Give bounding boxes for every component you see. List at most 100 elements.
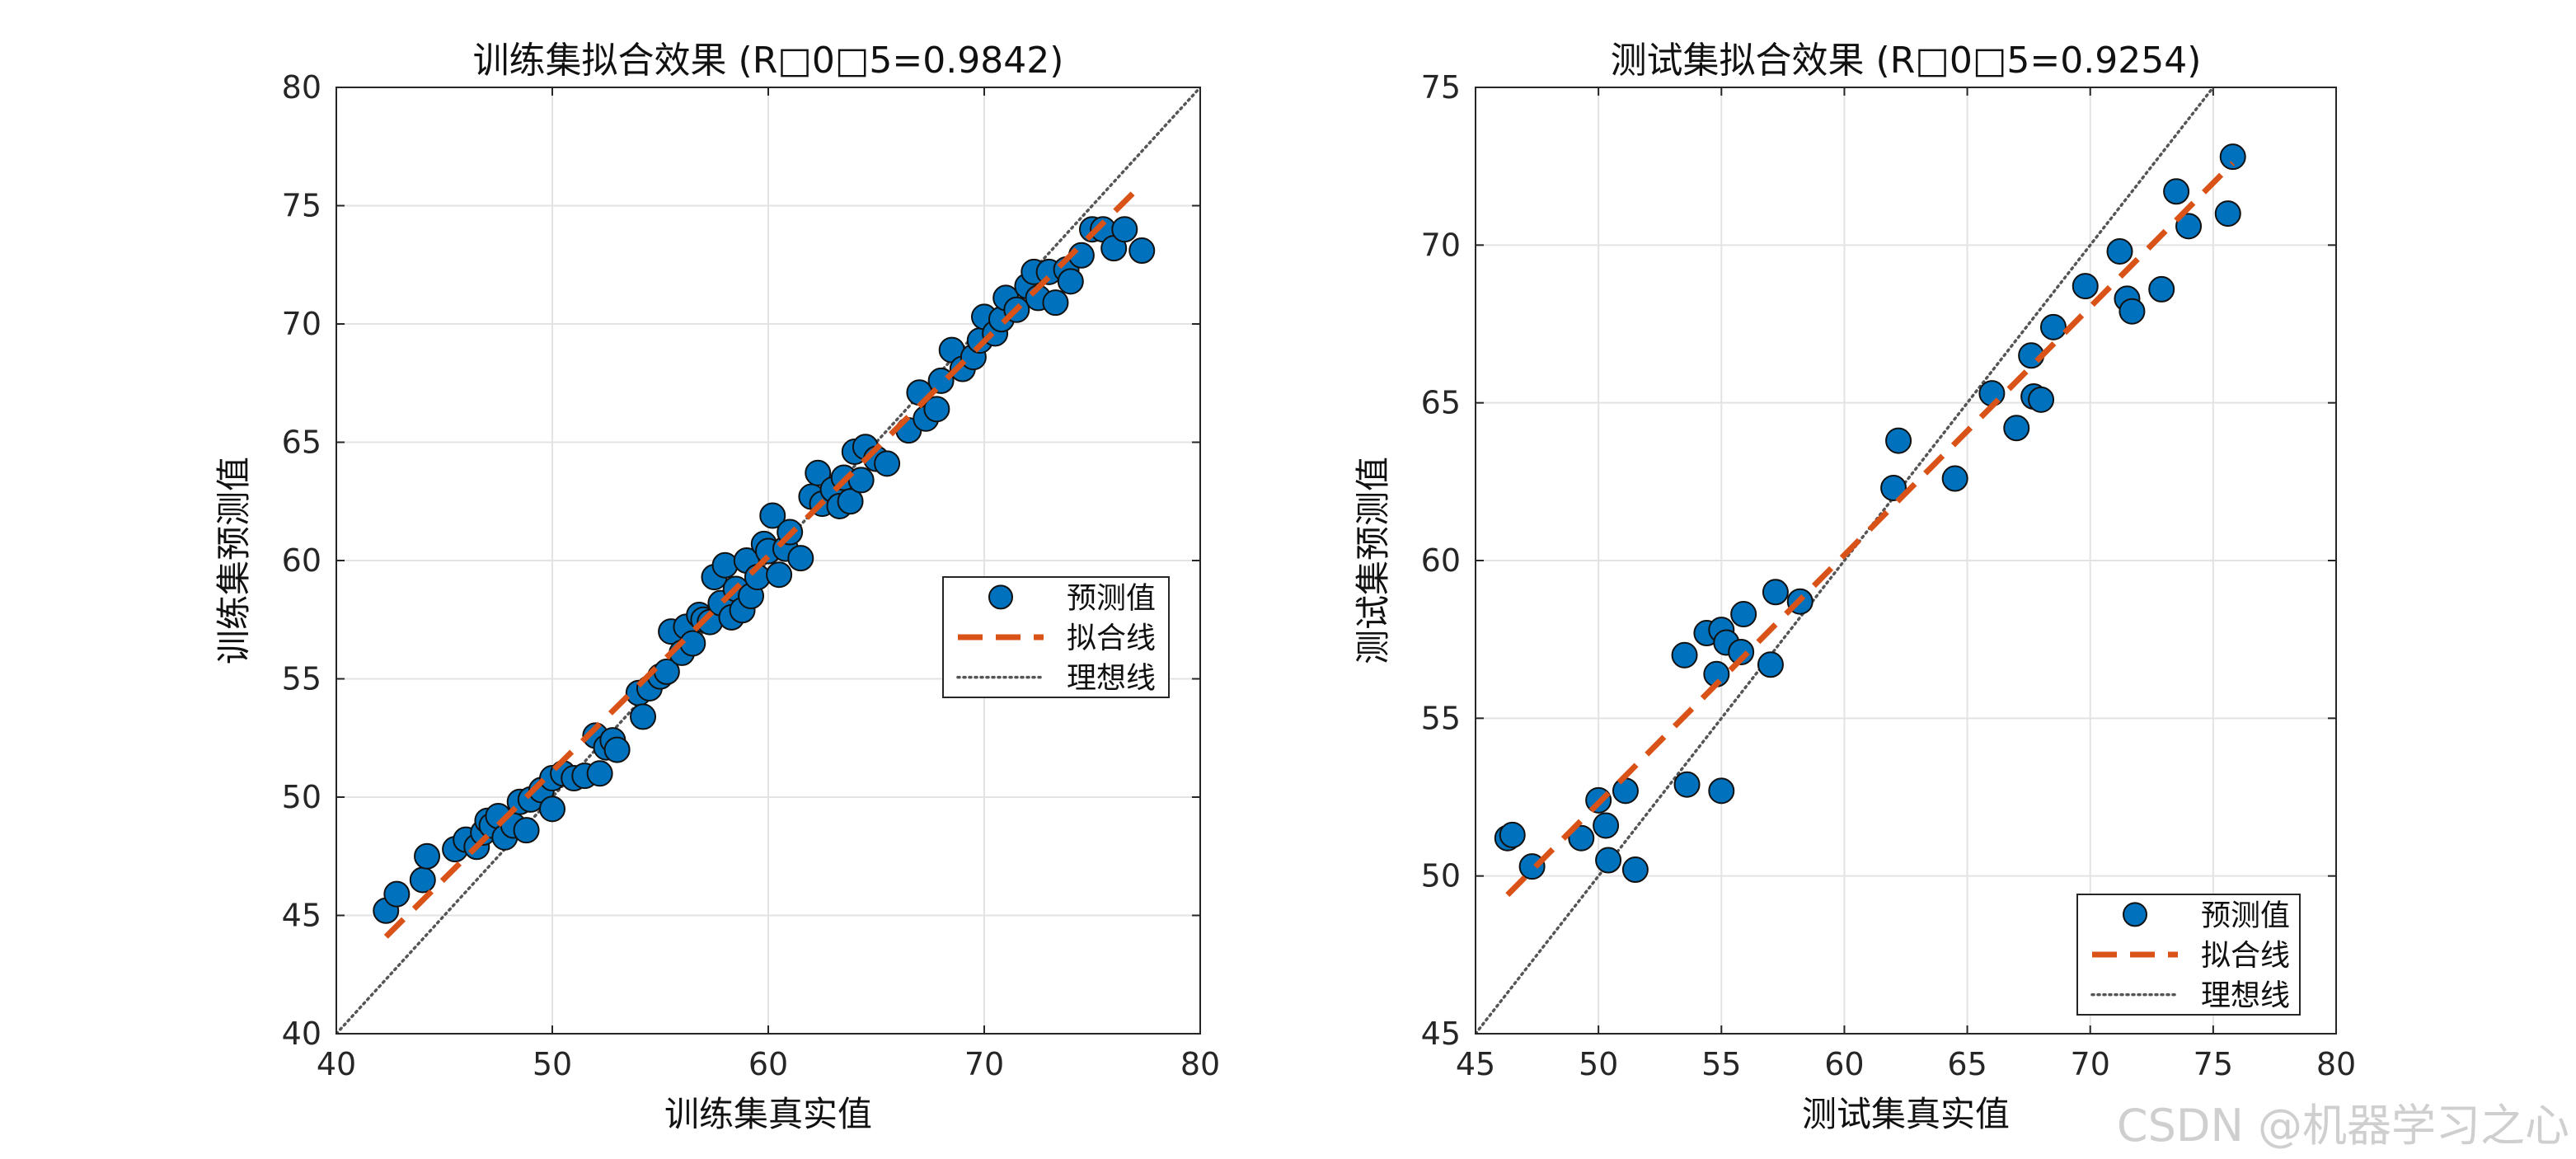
data-point xyxy=(1728,638,1755,665)
data-point xyxy=(847,467,875,494)
data-point xyxy=(923,396,950,423)
scatter-points xyxy=(1494,143,2246,884)
data-point xyxy=(1621,856,1649,884)
x-tick-label: 70 xyxy=(2071,1046,2110,1082)
chart-title: 测试集拟合效果 (R□0□5=0.9254) xyxy=(1611,40,2202,82)
legend-label: 预测值 xyxy=(1067,581,1156,615)
y-tick-label: 55 xyxy=(1421,700,1461,736)
data-point xyxy=(539,795,565,823)
x-tick-label: 60 xyxy=(1824,1046,1864,1082)
data-point xyxy=(586,760,613,787)
x-tick-label: 55 xyxy=(1701,1046,1741,1082)
y-tick-label: 45 xyxy=(1421,1016,1461,1052)
data-point xyxy=(1042,289,1069,317)
data-point xyxy=(2175,213,2203,240)
y-axis-label: 测试集预测值 xyxy=(1353,457,1393,664)
data-point xyxy=(603,736,631,763)
legend-label: 拟合线 xyxy=(1067,622,1156,655)
x-tick-label: 80 xyxy=(1180,1046,1220,1082)
fit-line xyxy=(1505,161,2236,898)
data-point xyxy=(766,561,793,589)
data-point xyxy=(1568,824,1595,852)
data-point xyxy=(414,842,441,870)
y-tick-label: 45 xyxy=(282,898,321,934)
y-tick-label: 70 xyxy=(282,306,321,342)
y-tick-label: 60 xyxy=(282,542,321,579)
data-point xyxy=(2219,143,2246,171)
data-point xyxy=(2003,415,2030,442)
watermark: CSDN @机器学习之心 xyxy=(2116,1100,2569,1152)
series-layer xyxy=(336,87,1200,1034)
x-tick-label: 75 xyxy=(2194,1046,2233,1082)
y-tick-label: 65 xyxy=(282,425,321,461)
data-point xyxy=(409,866,436,894)
data-point xyxy=(1762,579,1789,606)
y-tick-label: 55 xyxy=(282,661,321,697)
data-point xyxy=(1978,380,2006,407)
y-tick-label: 70 xyxy=(1421,227,1461,263)
data-point xyxy=(1671,641,1698,669)
y-axis-label: 训练集预测值 xyxy=(213,457,254,664)
data-point xyxy=(2163,178,2190,205)
data-point xyxy=(1499,821,1526,848)
y-tick-label: 75 xyxy=(1421,69,1461,106)
legend-label: 预测值 xyxy=(2201,899,2290,932)
data-point xyxy=(2106,237,2133,265)
x-tick-label: 45 xyxy=(1456,1046,1495,1082)
x-tick-label: 50 xyxy=(533,1046,572,1082)
y-tick-label: 75 xyxy=(282,188,321,224)
data-point xyxy=(1757,651,1784,678)
data-point xyxy=(2119,298,2146,325)
data-point xyxy=(1595,847,1622,874)
data-point xyxy=(2072,273,2099,300)
data-point xyxy=(1708,777,1735,805)
data-point xyxy=(1885,427,1912,454)
data-point xyxy=(383,880,411,908)
legend-marker-points xyxy=(988,584,1013,610)
data-point xyxy=(711,551,739,579)
data-point xyxy=(1880,474,1907,501)
data-point xyxy=(1612,777,1639,805)
legend-label: 理想线 xyxy=(2201,979,2290,1013)
data-point xyxy=(1057,268,1084,295)
data-point xyxy=(1128,237,1156,265)
data-point xyxy=(1673,771,1701,798)
series-layer xyxy=(1476,87,2246,1034)
data-point xyxy=(513,817,540,844)
data-point xyxy=(2028,386,2055,413)
x-tick-label: 70 xyxy=(964,1046,1004,1082)
x-tick-label: 40 xyxy=(317,1046,356,1082)
x-axis-label: 测试集真实值 xyxy=(1802,1094,2010,1134)
chart-2: 45 50 55 60 65 70 75 80 45 50 55 60 65 70 75 测试集拟合效果 (R… xyxy=(1353,40,2356,1134)
y-tick-label: 80 xyxy=(282,69,321,106)
y-tick-label: 50 xyxy=(282,779,321,815)
data-point xyxy=(1730,601,1757,628)
x-tick-label: 80 xyxy=(2316,1046,2356,1082)
ideal-line xyxy=(1476,87,2216,1034)
data-point xyxy=(805,459,832,486)
x-tick-label: 65 xyxy=(1947,1046,1987,1082)
data-point xyxy=(1593,812,1620,839)
y-tick-label: 60 xyxy=(1421,542,1461,579)
chart-1: 40 50 60 70 80 40 45 50 55 60 65 70 75 80 训练集拟合效果 (R□0… xyxy=(213,40,1220,1134)
data-point xyxy=(787,545,814,572)
axes-box xyxy=(335,87,1201,1035)
data-point xyxy=(874,450,901,477)
data-point xyxy=(1941,465,1968,492)
y-tick-label: 50 xyxy=(1421,858,1461,894)
fit-line xyxy=(383,182,1144,939)
legend-marker-points xyxy=(2123,902,2147,927)
data-point xyxy=(2039,313,2067,340)
axes-box xyxy=(1475,87,2337,1035)
data-point xyxy=(2148,275,2175,303)
chart-title: 训练集拟合效果 (R□0□5=0.9842) xyxy=(473,40,1064,82)
x-axis-label: 训练集真实值 xyxy=(664,1094,872,1134)
data-point xyxy=(759,502,786,529)
legend-label: 拟合线 xyxy=(2201,939,2290,973)
y-tick-label: 40 xyxy=(282,1016,321,1052)
legend-label: 理想线 xyxy=(1067,662,1156,696)
data-point xyxy=(630,703,657,730)
